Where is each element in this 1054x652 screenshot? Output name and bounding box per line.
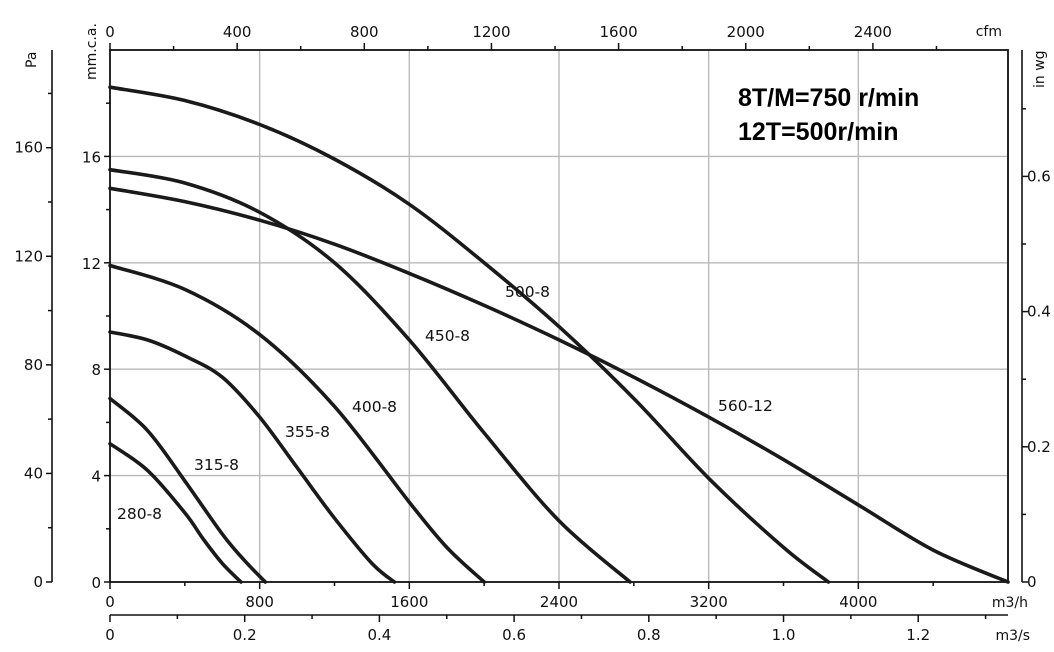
speed-note-12t: 12T=500r/min	[738, 118, 899, 146]
series-curve-560-12	[108, 186, 1010, 584]
series-curve-450-8	[108, 167, 632, 584]
m3h-tick-label: 1600	[390, 593, 428, 611]
inwg-tick-label: 0.2	[1027, 438, 1051, 456]
series-curve-500-8	[108, 85, 831, 584]
m3s-tick-label: 0	[105, 626, 115, 644]
cfm-tick-label: 2000	[727, 23, 765, 41]
cfm-tick-label: 2400	[854, 23, 892, 41]
cfm-tick-label: 1600	[600, 23, 638, 41]
y-axis-unit-mmca: mm.c.a.	[84, 23, 100, 80]
series-curve-355-8	[108, 330, 397, 584]
pa-tick-label: 40	[24, 464, 43, 482]
y-axis-unit-inwg: in wg	[1032, 50, 1048, 88]
x-axis-unit-m3h: m3/h	[992, 595, 1028, 611]
m3h-tick-label: 2400	[540, 593, 578, 611]
series-labels: 280-8 315-8 355-8 400-8 450-8 500-8 560-12	[117, 283, 773, 523]
pa-tick-label: 160	[14, 139, 43, 157]
x-axis-unit-cfm: cfm	[976, 24, 1002, 40]
series-curve-315-8	[108, 396, 268, 584]
m3h-tick-label: 0	[105, 593, 115, 611]
series-label-500-8: 500-8	[505, 283, 550, 301]
m3s-tick-label: 1.0	[772, 626, 796, 644]
series-label-280-8: 280-8	[117, 505, 162, 523]
speed-note-8t: 8T/M=750 r/min	[738, 84, 919, 112]
series-curve-280-8	[108, 441, 243, 584]
series-curve-400-8	[108, 263, 486, 584]
cfm-tick-label: 0	[105, 23, 115, 41]
m3h-tick-label: 800	[245, 593, 274, 611]
m3s-tick-label: 0.2	[233, 626, 257, 644]
m3s-tick-label: 0.4	[367, 626, 391, 644]
pa-tick-label: 120	[14, 247, 43, 265]
mmca-tick-label: 8	[91, 361, 101, 379]
mmca-tick-label: 0	[91, 574, 101, 592]
inwg-tick-label: 0.6	[1027, 167, 1051, 185]
m3h-tick-label: 3200	[690, 593, 728, 611]
mmca-tick-label: 12	[82, 255, 101, 273]
inwg-tick-label: 0	[1027, 573, 1037, 591]
grid	[110, 50, 1008, 582]
y-axis-unit-pa: Pa	[24, 52, 40, 68]
series-label-560-12: 560-12	[718, 397, 773, 415]
m3h-tick-label: 4000	[839, 593, 877, 611]
series-label-400-8: 400-8	[352, 398, 397, 416]
series-label-450-8: 450-8	[425, 327, 470, 345]
series-curves	[108, 85, 1010, 584]
pa-tick-label: 80	[24, 356, 43, 374]
mmca-tick-label: 4	[91, 468, 101, 486]
inwg-tick-label: 0.4	[1027, 303, 1051, 321]
x-axis-unit-m3s: m3/s	[995, 628, 1030, 644]
cfm-tick-label: 400	[223, 23, 252, 41]
m3s-tick-label: 0.8	[637, 626, 661, 644]
series-label-355-8: 355-8	[285, 423, 330, 441]
cfm-tick-label: 1200	[472, 23, 510, 41]
m3s-tick-label: 0.6	[502, 626, 526, 644]
series-label-315-8: 315-8	[194, 456, 239, 474]
pa-tick-label: 0	[33, 573, 43, 591]
cfm-tick-label: 800	[350, 23, 379, 41]
m3s-tick-label: 1.2	[906, 626, 930, 644]
mmca-tick-label: 16	[82, 148, 101, 166]
axes	[46, 43, 1028, 622]
